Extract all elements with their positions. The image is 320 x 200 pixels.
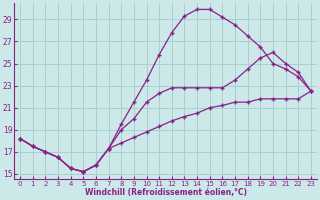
X-axis label: Windchill (Refroidissement éolien,°C): Windchill (Refroidissement éolien,°C) [84,188,246,197]
